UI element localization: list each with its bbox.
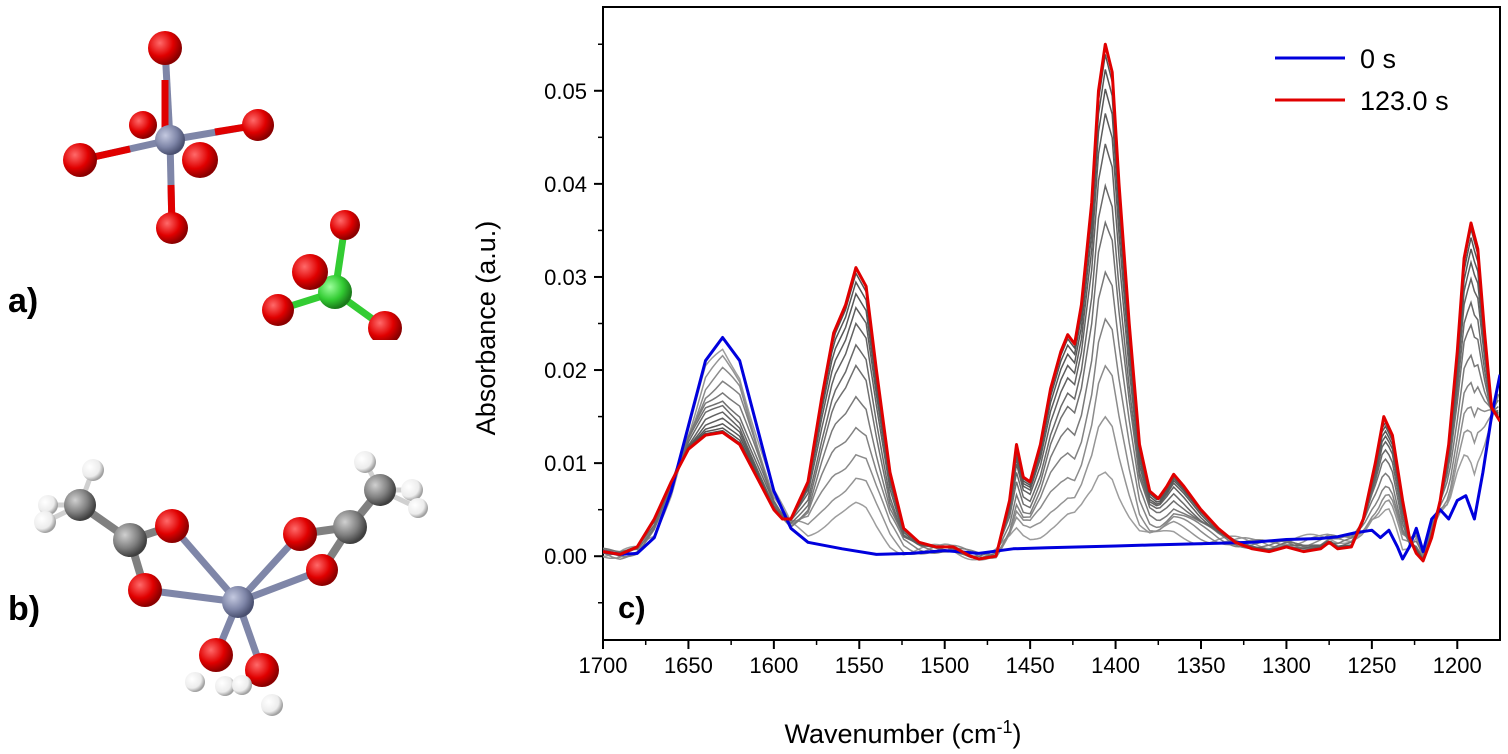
molecule-b-illustration — [34, 451, 428, 716]
series-line-123s — [603, 42, 1500, 563]
x-tick-label: 1650 — [664, 653, 713, 678]
intermediate-spectrum-line — [603, 219, 1499, 561]
x-tick-label: 1200 — [1433, 653, 1482, 678]
x-axis-title: Wavenumber (cm-1) — [784, 717, 1021, 749]
y-axis: 0.00 0.01 0.02 0.03 0.04 0.05 — [544, 43, 603, 604]
intermediate-spectrum-line — [603, 143, 1499, 562]
intermediate-spectrum-line — [603, 69, 1499, 562]
legend-label: 123.0 s — [1360, 86, 1449, 116]
y-tick-label: 0.05 — [544, 79, 587, 104]
x-tick-label: 1300 — [1262, 653, 1311, 678]
intermediate-spectrum-line — [603, 88, 1499, 561]
y-tick-label: 0.02 — [544, 358, 587, 383]
y-tick-label: 0.03 — [544, 265, 587, 290]
molecule-a-illustration — [63, 31, 402, 340]
x-tick-label: 1400 — [1091, 653, 1140, 678]
intermediate-spectrum-line — [603, 270, 1499, 557]
hexaaqua-metal-complex — [63, 31, 274, 244]
panel-label-a: a) — [8, 282, 39, 320]
y-axis-title: Absorbance (a.u.) — [471, 221, 501, 436]
intermediate-spectrum-line — [603, 317, 1499, 558]
series-group — [603, 42, 1500, 563]
legend: 0 s 123.0 s — [1275, 44, 1449, 116]
perchlorate-ion — [262, 210, 402, 340]
legend-label: 0 s — [1360, 44, 1396, 74]
x-tick-label: 1250 — [1347, 653, 1396, 678]
panel-label-b: b) — [8, 590, 41, 628]
series-line-0s — [603, 336, 1500, 561]
x-tick-label: 1350 — [1177, 653, 1226, 678]
x-tick-label: 1500 — [920, 653, 969, 678]
y-tick-label: 0.00 — [544, 544, 587, 569]
intermediate-spectrum-line — [603, 348, 1500, 562]
x-tick-label: 1700 — [579, 653, 628, 678]
metal-acetate-complex — [34, 451, 428, 716]
x-axis: 1700 1650 1600 1550 1500 1450 1400 1350 1300 1250… — [579, 640, 1482, 678]
y-tick-label: 0.04 — [544, 172, 587, 197]
panel-label-c: c) — [618, 590, 646, 625]
x-tick-label: 1450 — [1006, 653, 1055, 678]
intermediate-spectrum-line — [603, 182, 1499, 563]
y-tick-label: 0.01 — [544, 451, 587, 476]
intermediate-series-group — [603, 54, 1500, 563]
intermediate-spectrum-line — [603, 54, 1499, 563]
x-tick-label: 1550 — [835, 653, 884, 678]
x-tick-label: 1600 — [749, 653, 798, 678]
